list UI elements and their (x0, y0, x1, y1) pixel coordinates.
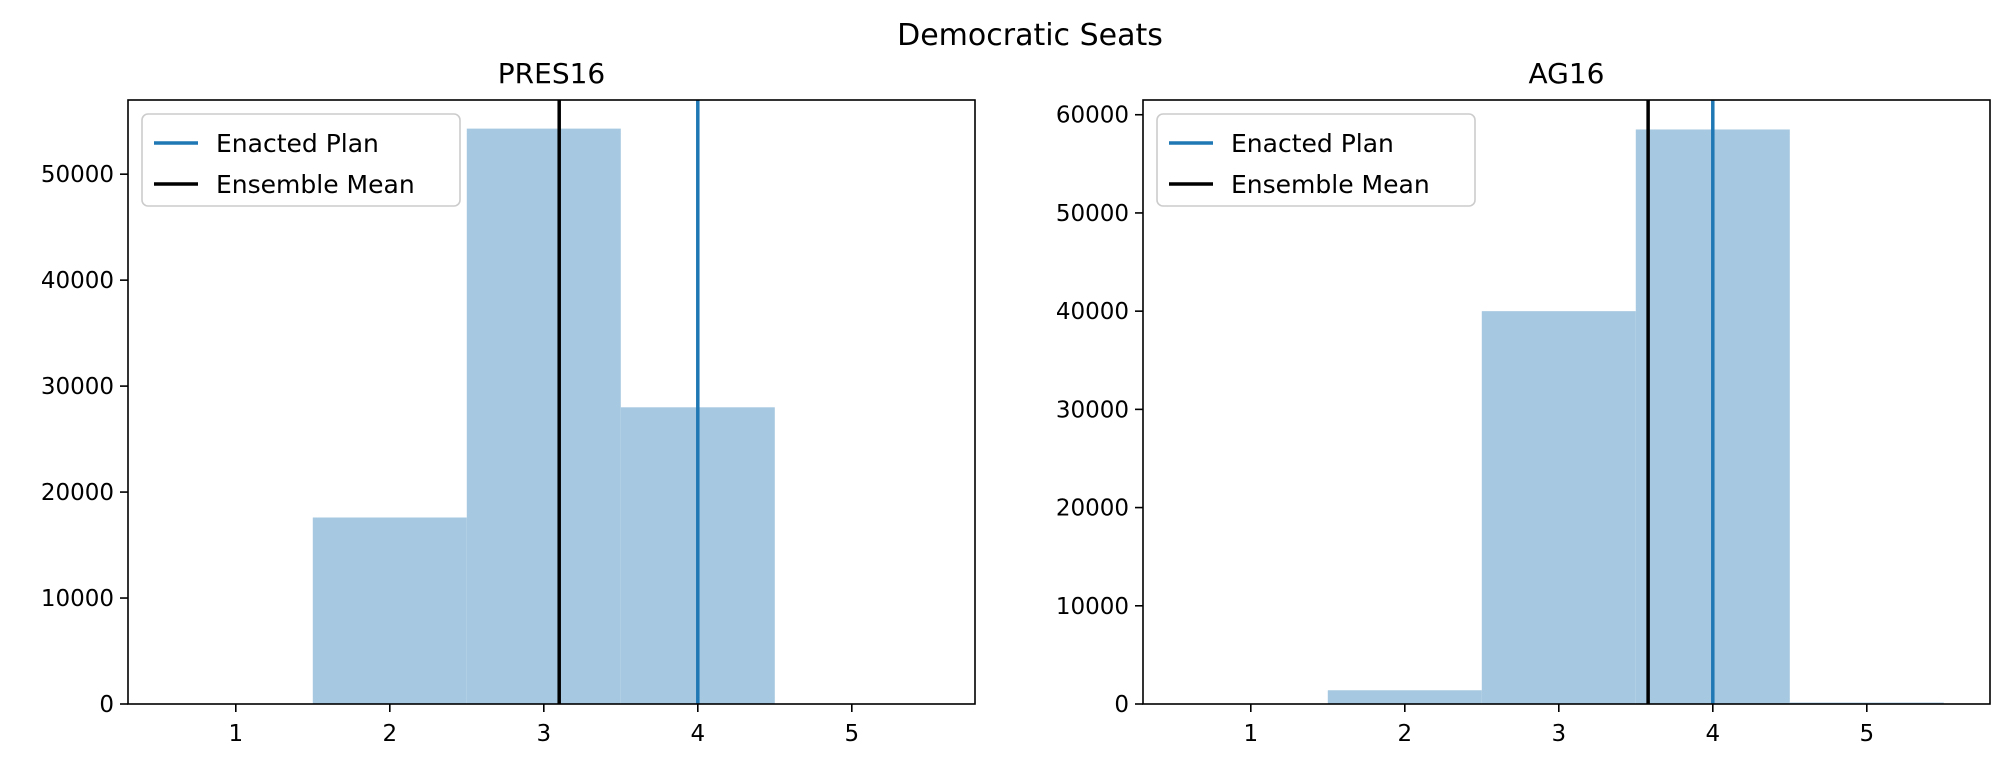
x-tick-label: 4 (1705, 721, 1720, 747)
y-tick-label: 60000 (1056, 103, 1129, 129)
y-tick-label: 20000 (1056, 496, 1129, 522)
histogram-bar-2 (312, 517, 467, 704)
legend-label: Ensemble Mean (216, 170, 415, 199)
y-tick-label: 20000 (41, 480, 114, 506)
legend-label: Enacted Plan (216, 129, 379, 158)
y-tick-label: 40000 (1056, 299, 1129, 325)
histogram-panel-pres16: 1 2 3 4 5 0 10000 20000 30000 40000 50000 PRES16 Ena… (41, 57, 976, 747)
legend-box (1156, 113, 1476, 207)
x-tick-label: 5 (844, 721, 859, 747)
x-tick-label: 2 (1397, 721, 1412, 747)
histogram-bar-3 (466, 128, 621, 704)
axes-frame (1142, 99, 1991, 705)
legend-label: Ensemble Mean (1231, 170, 1430, 199)
x-tick-label: 4 (690, 721, 705, 747)
panel-title: PRES16 (498, 57, 605, 90)
x-tick-label: 1 (1243, 721, 1258, 747)
axes-frame (127, 99, 976, 705)
y-tick-label: 0 (1114, 692, 1129, 718)
histogram-bar-2 (1327, 690, 1482, 704)
x-tick-label: 5 (1859, 721, 1874, 747)
x-tick-label: 2 (382, 721, 397, 747)
x-tick-label: 1 (228, 721, 243, 747)
x-tick-label: 3 (536, 721, 551, 747)
y-tick-label: 0 (99, 692, 114, 718)
histogram-panel-ag16: 1 2 3 4 5 0 10000 20000 30000 40000 50000 60000 AG16… (1056, 57, 1991, 747)
legend-box (141, 113, 461, 207)
figure-title: Democratic Seats (897, 18, 1163, 53)
histogram-bar-3 (1481, 311, 1636, 704)
y-tick-label: 30000 (41, 374, 114, 400)
y-tick-label: 30000 (1056, 397, 1129, 423)
x-tick-label: 3 (1551, 721, 1566, 747)
y-tick-label: 50000 (1056, 201, 1129, 227)
y-tick-label: 40000 (41, 268, 114, 294)
y-tick-label: 10000 (41, 586, 114, 612)
panel-title: AG16 (1529, 57, 1605, 90)
y-tick-label: 50000 (41, 162, 114, 188)
legend-label: Enacted Plan (1231, 129, 1394, 158)
y-tick-label: 10000 (1056, 594, 1129, 620)
